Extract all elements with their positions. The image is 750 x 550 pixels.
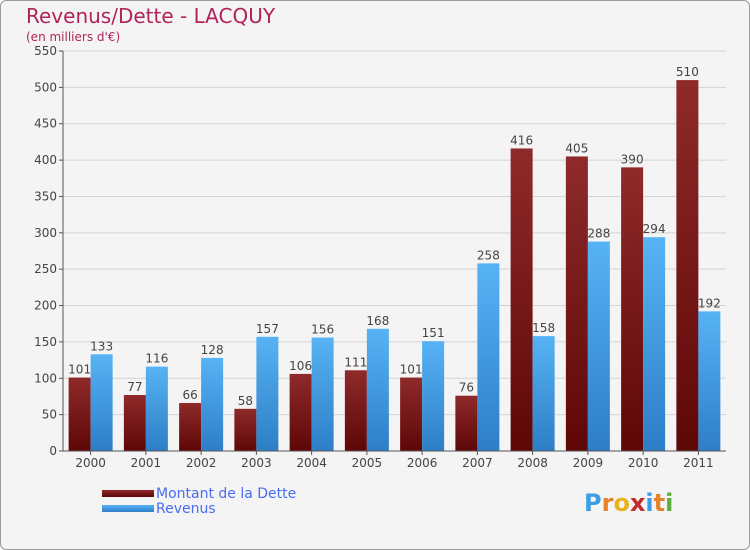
bar-debt bbox=[676, 80, 699, 451]
data-label: 116 bbox=[145, 352, 168, 366]
x-tick-label: 2007 bbox=[462, 456, 493, 470]
y-tick-label: 400 bbox=[34, 153, 57, 167]
bar-debt bbox=[510, 148, 533, 452]
bar-revenus bbox=[256, 336, 279, 451]
logo-letter: x bbox=[629, 489, 646, 517]
logo-letter: P bbox=[584, 489, 602, 517]
data-label: 288 bbox=[587, 227, 610, 241]
legend-label-revenus: Revenus bbox=[156, 501, 216, 517]
legend-label-debt: Montant de la Dette bbox=[156, 486, 297, 502]
y-tick-label: 500 bbox=[34, 80, 57, 94]
data-label: 390 bbox=[621, 152, 644, 166]
x-tick-label: 2006 bbox=[407, 456, 438, 470]
logo-letter: t bbox=[653, 489, 666, 517]
bar-debt bbox=[123, 395, 146, 451]
data-label: 66 bbox=[182, 388, 197, 402]
data-label: 133 bbox=[90, 339, 113, 353]
x-tick-label: 2003 bbox=[241, 456, 272, 470]
data-label: 416 bbox=[510, 133, 533, 147]
data-label: 151 bbox=[422, 326, 445, 340]
x-tick-label: 2010 bbox=[628, 456, 659, 470]
bar-debt bbox=[344, 370, 367, 451]
bar-revenus bbox=[422, 341, 445, 451]
y-tick-label: 150 bbox=[34, 335, 57, 349]
bar-revenus bbox=[90, 354, 113, 451]
y-tick-label: 550 bbox=[34, 44, 57, 58]
bar-debt bbox=[289, 373, 312, 451]
data-label: 77 bbox=[127, 380, 142, 394]
data-label: 106 bbox=[289, 359, 312, 373]
y-tick-label: 250 bbox=[34, 262, 57, 276]
data-label: 101 bbox=[400, 363, 423, 377]
x-tick-label: 2004 bbox=[296, 456, 327, 470]
data-label: 258 bbox=[477, 248, 500, 262]
bar-debt bbox=[179, 403, 202, 451]
data-label: 101 bbox=[68, 363, 91, 377]
y-tick-label: 200 bbox=[34, 299, 57, 313]
chart-subtitle: (en milliers d'€) bbox=[26, 30, 121, 44]
data-label: 158 bbox=[532, 321, 555, 335]
y-tick-label: 0 bbox=[49, 444, 57, 458]
data-label: 405 bbox=[565, 141, 588, 155]
bar-debt bbox=[565, 156, 588, 452]
bar-revenus bbox=[698, 311, 721, 451]
data-label: 157 bbox=[256, 322, 279, 336]
bar-revenus bbox=[311, 337, 334, 451]
bar-debt bbox=[455, 395, 478, 451]
data-label: 128 bbox=[201, 343, 224, 357]
data-label: 111 bbox=[344, 355, 367, 369]
data-label: 168 bbox=[366, 314, 389, 328]
bar-revenus bbox=[587, 241, 610, 451]
x-tick-label: 2005 bbox=[352, 456, 383, 470]
logo-letter: i bbox=[645, 489, 654, 517]
bar-revenus bbox=[366, 328, 389, 451]
x-tick-label: 2002 bbox=[186, 456, 217, 470]
bar-debt bbox=[621, 167, 644, 451]
bar-debt bbox=[68, 377, 91, 451]
x-tick-label: 2009 bbox=[573, 456, 604, 470]
data-label: 510 bbox=[676, 65, 699, 79]
x-tick-label: 2001 bbox=[131, 456, 162, 470]
x-tick-label: 2000 bbox=[75, 456, 106, 470]
bar-revenus bbox=[145, 366, 168, 451]
y-tick-label: 350 bbox=[34, 189, 57, 203]
legend-swatch-revenus bbox=[102, 505, 154, 512]
y-tick-label: 450 bbox=[34, 117, 57, 131]
bar-revenus bbox=[643, 237, 666, 451]
bar-debt bbox=[400, 377, 423, 451]
y-tick-label: 300 bbox=[34, 226, 57, 240]
bar-revenus bbox=[201, 357, 224, 451]
bar-revenus bbox=[477, 263, 500, 451]
x-tick-label: 2008 bbox=[517, 456, 548, 470]
bar-revenus bbox=[532, 336, 555, 451]
data-label: 294 bbox=[643, 222, 666, 236]
data-label: 76 bbox=[459, 381, 474, 395]
logo-letter: i bbox=[665, 489, 674, 517]
data-label: 156 bbox=[311, 323, 334, 337]
data-label: 192 bbox=[698, 296, 721, 310]
proxiti-logo: Proxiti bbox=[584, 489, 673, 517]
x-tick-label: 2011 bbox=[683, 456, 714, 470]
y-tick-label: 50 bbox=[42, 408, 57, 422]
bar-debt bbox=[234, 408, 257, 451]
chart-title: Revenus/Dette - LACQUY bbox=[26, 4, 276, 28]
data-label: 58 bbox=[238, 394, 253, 408]
logo-letter: o bbox=[613, 489, 630, 517]
legend-swatch-debt bbox=[102, 490, 154, 497]
y-tick-label: 100 bbox=[34, 371, 57, 385]
logo-letter: r bbox=[601, 489, 614, 517]
